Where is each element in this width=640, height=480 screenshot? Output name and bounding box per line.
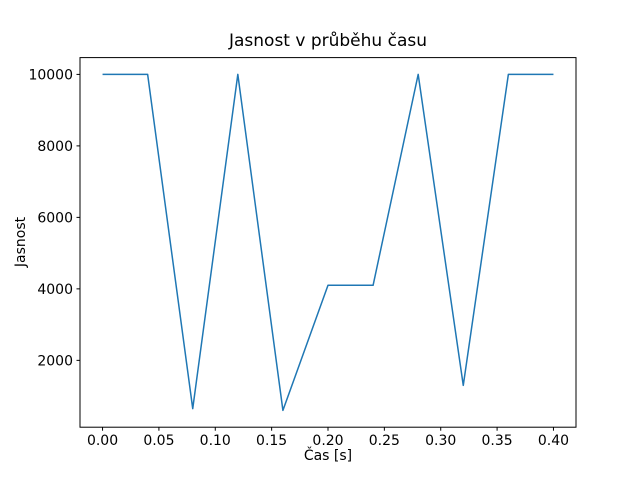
x-tick-label: 0.40 (538, 433, 569, 449)
chart-title: Jasnost v průběhu času (228, 31, 427, 51)
y-tick-label: 2000 (37, 353, 73, 369)
y-tick-label: 6000 (37, 210, 73, 226)
x-tick-label: 0.35 (482, 433, 513, 449)
x-tick-label: 0.30 (425, 433, 456, 449)
y-tick-label: 4000 (37, 282, 73, 298)
x-tick-label: 0.10 (200, 433, 231, 449)
x-tick-label: 0.00 (87, 433, 118, 449)
y-axis-label: Jasnost (13, 216, 29, 268)
x-tick-label: 0.25 (369, 433, 400, 449)
x-axis-label: Čas [s] (304, 446, 352, 464)
data-line-series (102, 73, 554, 412)
x-tick-label: 0.20 (312, 433, 343, 449)
axes-box (79, 57, 577, 428)
y-tick-label: 10000 (28, 67, 73, 83)
plot-generated-group: 0.00 0.05 0.10 0.15 0.20 0.25 0.30 0.35 0.40 2000… (28, 67, 569, 449)
x-tick-label: 0.05 (143, 433, 174, 449)
x-tick-label: 0.15 (256, 433, 287, 449)
y-tick-label: 8000 (37, 139, 73, 155)
